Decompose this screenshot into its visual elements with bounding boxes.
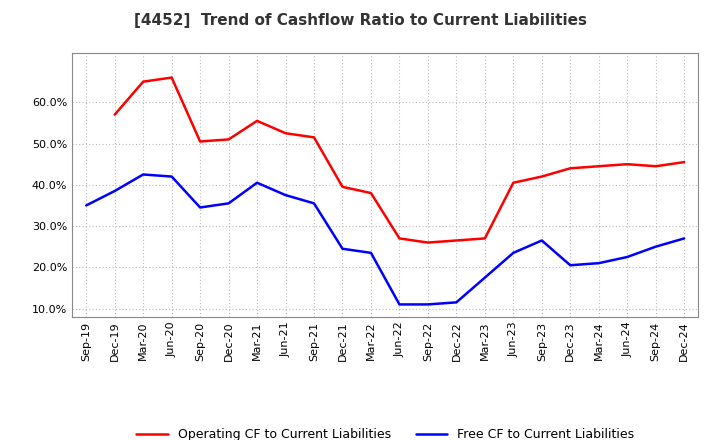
Operating CF to Current Liabilities: [139, 79, 148, 84]
Operating CF to Current Liabilities: [282, 131, 290, 136]
Free CF to Current Liabilities: [566, 263, 575, 268]
Free CF to Current Liabilities: [225, 201, 233, 206]
Free CF to Current Liabilities: [310, 201, 318, 206]
Free CF to Current Liabilities: [395, 302, 404, 307]
Free CF to Current Liabilities: [423, 302, 432, 307]
Free CF to Current Liabilities: [253, 180, 261, 185]
Free CF to Current Liabilities: [167, 174, 176, 179]
Operating CF to Current Liabilities: [225, 137, 233, 142]
Free CF to Current Liabilities: [139, 172, 148, 177]
Operating CF to Current Liabilities: [110, 112, 119, 117]
Legend: Operating CF to Current Liabilities, Free CF to Current Liabilities: Operating CF to Current Liabilities, Fre…: [131, 423, 639, 440]
Operating CF to Current Liabilities: [310, 135, 318, 140]
Free CF to Current Liabilities: [82, 203, 91, 208]
Operating CF to Current Liabilities: [253, 118, 261, 124]
Free CF to Current Liabilities: [338, 246, 347, 251]
Free CF to Current Liabilities: [537, 238, 546, 243]
Operating CF to Current Liabilities: [623, 161, 631, 167]
Free CF to Current Liabilities: [595, 260, 603, 266]
Free CF to Current Liabilities: [366, 250, 375, 256]
Operating CF to Current Liabilities: [196, 139, 204, 144]
Free CF to Current Liabilities: [623, 254, 631, 260]
Operating CF to Current Liabilities: [595, 164, 603, 169]
Free CF to Current Liabilities: [680, 236, 688, 241]
Operating CF to Current Liabilities: [338, 184, 347, 190]
Operating CF to Current Liabilities: [652, 164, 660, 169]
Operating CF to Current Liabilities: [537, 174, 546, 179]
Free CF to Current Liabilities: [282, 192, 290, 198]
Line: Operating CF to Current Liabilities: Operating CF to Current Liabilities: [114, 77, 684, 242]
Text: [4452]  Trend of Cashflow Ratio to Current Liabilities: [4452] Trend of Cashflow Ratio to Curren…: [133, 13, 587, 28]
Operating CF to Current Liabilities: [395, 236, 404, 241]
Free CF to Current Liabilities: [509, 250, 518, 256]
Free CF to Current Liabilities: [110, 188, 119, 194]
Free CF to Current Liabilities: [452, 300, 461, 305]
Operating CF to Current Liabilities: [509, 180, 518, 185]
Operating CF to Current Liabilities: [366, 191, 375, 196]
Operating CF to Current Liabilities: [680, 159, 688, 165]
Line: Free CF to Current Liabilities: Free CF to Current Liabilities: [86, 175, 684, 304]
Operating CF to Current Liabilities: [480, 236, 489, 241]
Operating CF to Current Liabilities: [566, 165, 575, 171]
Operating CF to Current Liabilities: [167, 75, 176, 80]
Operating CF to Current Liabilities: [452, 238, 461, 243]
Operating CF to Current Liabilities: [423, 240, 432, 245]
Free CF to Current Liabilities: [196, 205, 204, 210]
Free CF to Current Liabilities: [652, 244, 660, 249]
